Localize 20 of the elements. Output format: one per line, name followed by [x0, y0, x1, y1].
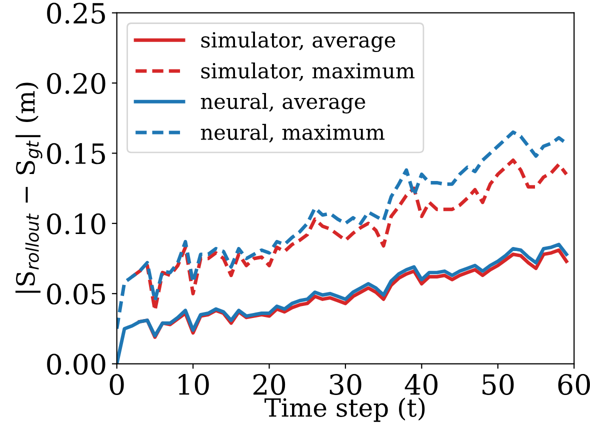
y-tick-label: 0.20 [47, 72, 106, 94]
x-tick-label: 60 [558, 374, 590, 396]
y-axis-title: |S$_{rollout}$ − S$_{gt}$| (m) [15, 82, 42, 293]
legend-label: neural, maximum [200, 124, 385, 143]
y-tick-label: 0.10 [47, 213, 106, 234]
line-series [116, 242, 568, 364]
y-tick-label: 0.05 [47, 284, 105, 305]
y-tick-label: 0.25 [47, 2, 105, 24]
x-tick-label: 30 [330, 374, 362, 396]
legend-label: simulator, average [201, 32, 396, 52]
legend-label: simulator, maximum [201, 62, 415, 82]
y-tick-label: 0.15 [47, 143, 105, 164]
x-tick-label: 50 [482, 374, 514, 396]
x-tick-label: 0 [110, 374, 124, 396]
x-tick-label: 40 [404, 374, 438, 396]
x-axis-title: Time step (t) [264, 398, 425, 422]
x-tick-label: 10 [178, 374, 209, 396]
legend-label: neural, average [200, 93, 366, 114]
y-tick-label: 0.00 [47, 354, 106, 375]
x-tick-label: 20 [253, 374, 286, 396]
